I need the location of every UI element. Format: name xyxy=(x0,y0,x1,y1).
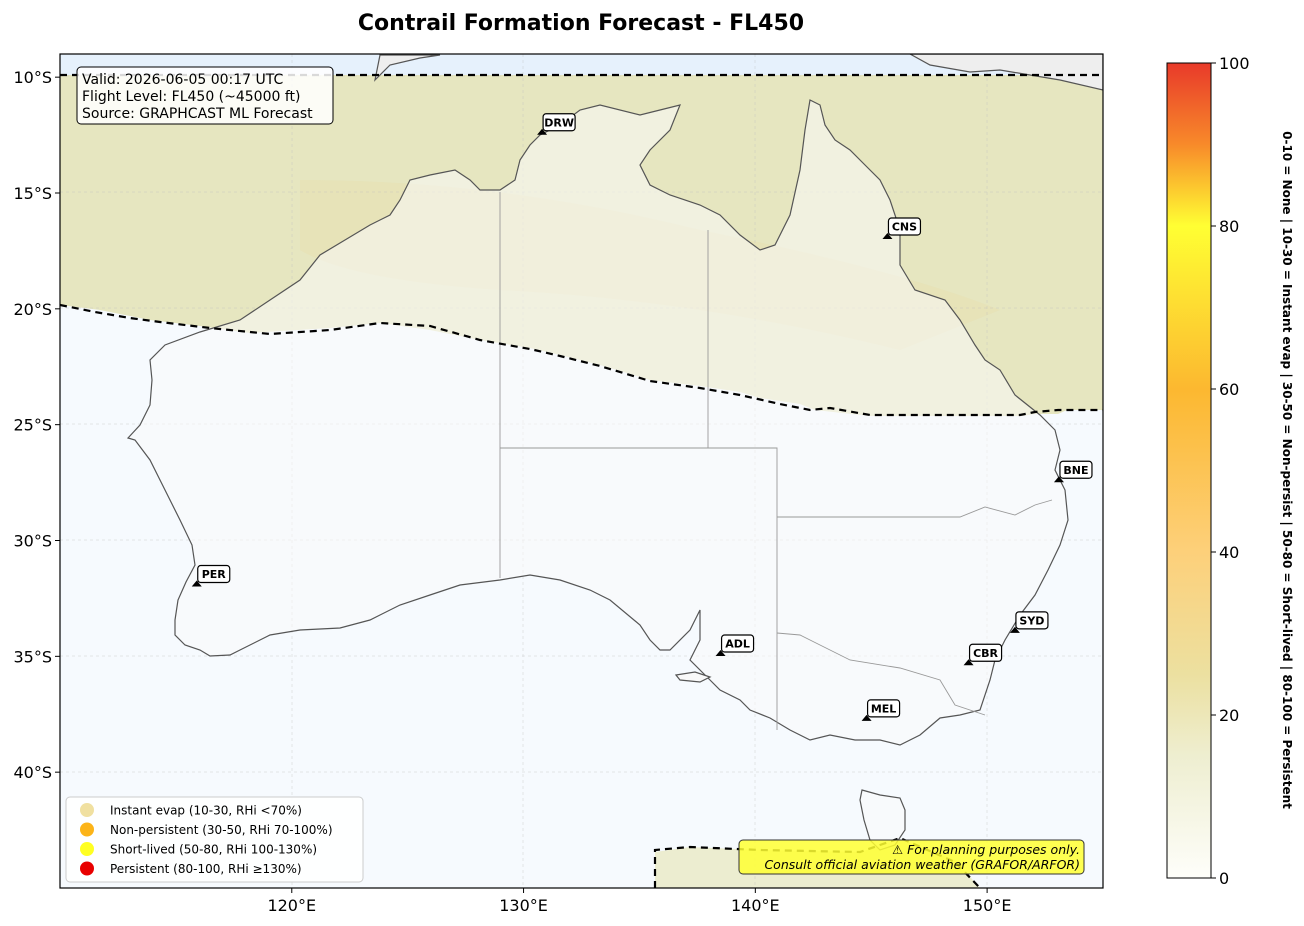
x-axis: 120°E 130°E 140°E 150°E xyxy=(267,888,1011,915)
airport-label-box xyxy=(1015,611,1049,630)
airport-code: CNS xyxy=(892,221,917,234)
airport-label-box xyxy=(720,634,755,653)
airport-cns: CNS xyxy=(882,217,922,240)
y-tick-label: 20°S xyxy=(13,300,52,319)
y-tick-label: 10°S xyxy=(13,68,52,87)
y-axis: 10°S 15°S 20°S 25°S 30°S 35°S 40°S xyxy=(13,68,60,782)
airport-icon xyxy=(191,580,202,587)
airport-label-box xyxy=(866,699,901,718)
airport-icon xyxy=(1053,476,1064,483)
airport-icon xyxy=(1009,626,1020,633)
warning-box: ⚠ For planning purposes only. Consult of… xyxy=(738,839,1085,875)
map-frame xyxy=(59,53,1104,889)
airport-icon xyxy=(861,714,872,721)
x-tick-label: 130°E xyxy=(499,896,548,915)
y-tick-label: 25°S xyxy=(13,416,52,435)
airport-icon xyxy=(537,128,548,135)
x-tick-label: 120°E xyxy=(267,896,316,915)
airport-icon xyxy=(715,650,726,657)
australia-coastline xyxy=(126,99,1069,746)
colorbar-tick-label: 40 xyxy=(1219,543,1239,562)
y-tick-label: 30°S xyxy=(13,532,52,551)
airport-label-box xyxy=(197,564,231,584)
colorbar-tick-label: 80 xyxy=(1219,217,1239,236)
x-tick-label: 150°E xyxy=(963,896,1012,915)
legend-swatch xyxy=(80,861,94,876)
airport-syd: SYD xyxy=(1009,611,1049,633)
new-guinea xyxy=(909,54,1103,91)
airport-label-box xyxy=(887,217,922,236)
airport-adl: ADL xyxy=(715,634,755,657)
info-box: Valid: 2026-06-05 00:17 UTC Flight Level… xyxy=(76,66,334,125)
warning-line-1: ⚠ For planning purposes only. xyxy=(892,842,1080,857)
legend-swatch xyxy=(80,822,94,837)
airport-icon xyxy=(963,659,974,666)
y-tick-label: 35°S xyxy=(13,647,52,666)
airport-code: ADL xyxy=(725,638,750,651)
airport-drw: DRW xyxy=(537,113,576,135)
airport-code: MEL xyxy=(871,702,896,715)
northern-islands xyxy=(374,54,441,82)
airport-cbr: CBR xyxy=(963,643,1003,666)
colorbar: 0 20 40 60 80 100 0-10 = None | 10-30 = Insta… xyxy=(1166,54,1294,888)
airport-label-box xyxy=(968,643,1003,662)
legend-swatch xyxy=(80,842,94,856)
legend: Instant evap (10-30, RHi <70%) Non-persis… xyxy=(65,796,364,883)
colorbar-tick-label: 0 xyxy=(1219,869,1229,888)
airport-mel: MEL xyxy=(861,699,901,721)
airport-label-box xyxy=(542,113,576,132)
info-valid: Valid: 2026-06-05 00:17 UTC xyxy=(82,72,283,88)
colorbar-tick-label: 100 xyxy=(1219,54,1250,73)
airport-markers: DRW CNS BNE PER ADL SYD CBR MEL xyxy=(191,113,1093,721)
kangaroo-island xyxy=(674,671,712,683)
legend-label: Persistent (80-100, RHi ≥130%) xyxy=(110,862,302,876)
airport-per: PER xyxy=(191,564,231,587)
airport-bne: BNE xyxy=(1053,460,1093,483)
warning-line-2: Consult official aviation weather (GRAFO… xyxy=(764,857,1080,872)
info-flight-level: Flight Level: FL450 (~45000 ft) xyxy=(82,89,301,105)
legend-label: Short-lived (50-80, RHi 100-130%) xyxy=(110,843,317,857)
airport-code: DRW xyxy=(544,116,574,129)
state-borders xyxy=(499,192,1053,730)
chart-title: Contrail Formation Forecast - FL450 xyxy=(358,11,804,36)
colorbar-side-label: 0-10 = None | 10-30 = Instant evap | 30-… xyxy=(1280,131,1294,809)
airport-code: PER xyxy=(202,568,227,581)
airport-code: CBR xyxy=(973,647,998,660)
airport-code: BNE xyxy=(1063,464,1088,477)
colorbar-ticks: 0 20 40 60 80 100 xyxy=(1211,54,1250,888)
legend-label: Instant evap (10-30, RHi <70%) xyxy=(110,804,302,818)
airport-label-box xyxy=(1059,460,1093,479)
x-tick-label: 140°E xyxy=(731,896,780,915)
colorbar-gradient xyxy=(1166,62,1212,879)
airport-code: SYD xyxy=(1019,614,1044,627)
legend-swatch xyxy=(80,803,94,817)
info-source: Source: GRAPHCAST ML Forecast xyxy=(82,106,313,122)
airport-icon xyxy=(882,233,893,240)
colorbar-tick-label: 20 xyxy=(1219,706,1239,725)
legend-label: Non-persistent (30-50, RHi 70-100%) xyxy=(110,823,333,837)
map-panel xyxy=(60,54,1103,888)
y-tick-label: 40°S xyxy=(13,763,52,782)
y-tick-label: 15°S xyxy=(13,184,52,203)
colorbar-tick-label: 60 xyxy=(1219,380,1239,399)
